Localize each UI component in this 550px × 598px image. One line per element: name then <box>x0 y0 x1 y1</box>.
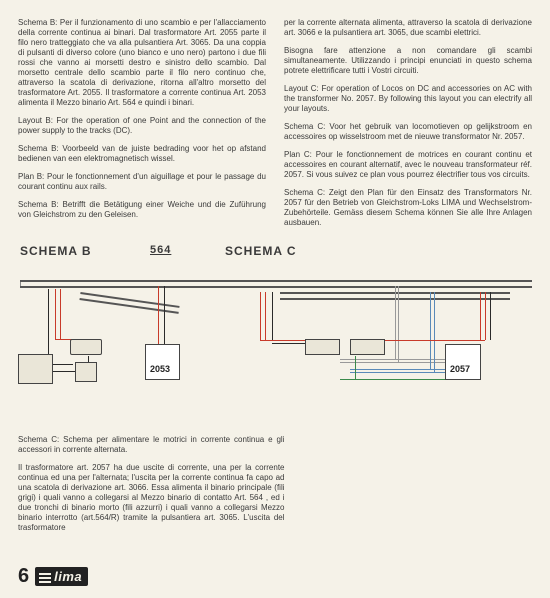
transformer-2055-box <box>18 354 53 384</box>
wire-black <box>490 292 491 340</box>
logo-text: lima <box>54 569 82 584</box>
text-columns: Schema B: Per il funzionamento di uno sc… <box>18 18 532 236</box>
wiring-diagram: SCHEMA B 564 SCHEMA C 2053 2057 <box>0 244 550 429</box>
wire-red <box>260 340 305 341</box>
track-layout <box>20 262 532 322</box>
wire-green <box>340 379 460 380</box>
derivation-box-c <box>305 339 340 355</box>
logo-stripes-icon <box>39 571 51 583</box>
wire-red <box>60 289 61 339</box>
lima-logo: lima <box>35 567 88 586</box>
para-en-c: Layout C: For operation of Locos on DC a… <box>284 84 532 114</box>
para-de-c: Schema C: Zeigt den Plan für den Einsatz… <box>284 188 532 228</box>
wire-grey <box>398 286 399 362</box>
page-content: Schema B: Per il funzionamento di uno sc… <box>0 0 550 236</box>
wire-red <box>55 289 56 339</box>
label-2057: 2057 <box>450 364 470 374</box>
derivation-box-b <box>75 362 97 382</box>
para-nl-b: Schema B: Voorbeeld van de juiste bedrad… <box>18 144 266 164</box>
para-fr-c: Plan C: Pour le fonctionnement de motric… <box>284 150 532 180</box>
art-564-label: 564 <box>150 244 171 256</box>
wire-blue <box>430 292 431 369</box>
para-en-b: Layout B: For the operation of one Point… <box>18 116 266 136</box>
wire-red <box>385 340 485 341</box>
transformer-2057-box <box>445 344 481 380</box>
main-track <box>20 280 532 288</box>
right-column: per la corrente alternata alimenta, attr… <box>284 18 532 236</box>
wire-blue <box>350 372 445 373</box>
wire-black <box>272 292 273 340</box>
para-it-b: Schema B: Per il funzionamento di uno sc… <box>18 18 266 108</box>
wire-red <box>485 292 486 340</box>
para-fr-b: Plan B: Pour le fonctionnement d'un aigu… <box>18 172 266 192</box>
wire-blue <box>434 292 435 372</box>
page-footer: 6 lima <box>18 565 88 588</box>
wire-grey <box>395 286 396 359</box>
page-number: 6 <box>18 565 29 588</box>
wire-red <box>480 292 481 340</box>
para-it-c2: Bisogna fare attenzione a non comandare … <box>284 46 532 76</box>
para-it-c1: per la corrente alternata alimenta, attr… <box>284 18 532 38</box>
label-2053: 2053 <box>150 364 170 374</box>
wire-black <box>272 343 305 344</box>
wire-black <box>164 286 165 344</box>
bottom-para-1: Schema C: Schema per alimentare le motri… <box>18 435 285 455</box>
left-column: Schema B: Per il funzionamento di uno sc… <box>18 18 266 236</box>
para-de-b: Schema B: Betrifft die Betätigung einer … <box>18 200 266 220</box>
wire-red <box>158 286 159 344</box>
pulsantiera-box <box>70 339 102 355</box>
para-nl-c: Schema C: Voor het gebruik van locomotie… <box>284 122 532 142</box>
schema-c-label: SCHEMA C <box>225 244 297 258</box>
transformer-2053-box <box>145 344 180 380</box>
pulsantiera-box-c <box>350 339 385 355</box>
wire-red <box>260 292 261 340</box>
wire-green <box>355 356 356 379</box>
schema-b-label: SCHEMA B <box>20 244 92 258</box>
wire-blue <box>350 369 445 370</box>
bottom-text: Schema C: Schema per alimentare le motri… <box>0 435 303 533</box>
wire-black <box>48 289 49 364</box>
bottom-para-2: Il trasformatore art. 2057 ha due uscite… <box>18 463 285 533</box>
wire-red <box>265 292 266 340</box>
